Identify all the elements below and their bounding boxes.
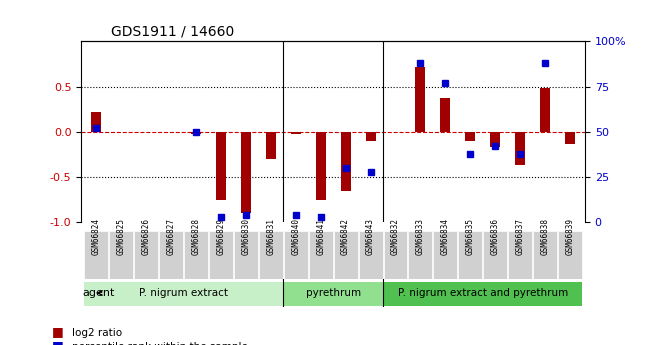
FancyBboxPatch shape [558,231,582,279]
Text: pyrethrum: pyrethrum [306,288,361,298]
Bar [316,132,326,200]
Text: GSM66840: GSM66840 [291,218,300,255]
Bar [216,132,226,200]
Text: GSM66825: GSM66825 [116,218,125,255]
Text: GSM66829: GSM66829 [216,218,226,255]
FancyBboxPatch shape [333,231,358,279]
Text: GSM66834: GSM66834 [441,218,450,255]
FancyBboxPatch shape [84,282,283,306]
Text: GSM66839: GSM66839 [566,218,575,255]
Text: GSM66827: GSM66827 [166,218,176,255]
Bar [266,132,276,159]
Text: GSM66835: GSM66835 [466,218,474,255]
Text: GSM66828: GSM66828 [192,218,200,255]
FancyBboxPatch shape [384,282,582,306]
Bar [241,132,251,213]
FancyBboxPatch shape [134,231,158,279]
Text: agent: agent [83,288,115,298]
Text: GSM66838: GSM66838 [541,218,550,255]
FancyBboxPatch shape [483,231,507,279]
Bar [365,132,376,141]
Text: GSM66832: GSM66832 [391,218,400,255]
FancyBboxPatch shape [458,231,482,279]
FancyBboxPatch shape [434,231,458,279]
FancyBboxPatch shape [184,231,208,279]
Bar [540,88,550,132]
Text: ■: ■ [52,339,64,345]
FancyBboxPatch shape [533,231,557,279]
FancyBboxPatch shape [508,231,532,279]
Bar [341,132,350,191]
Text: percentile rank within the sample: percentile rank within the sample [72,342,248,345]
Text: GSM66843: GSM66843 [366,218,375,255]
FancyBboxPatch shape [309,231,333,279]
Text: GSM66824: GSM66824 [92,218,101,255]
Text: P. nigrum extract: P. nigrum extract [139,288,228,298]
Bar [291,132,301,134]
Text: GSM66830: GSM66830 [241,218,250,255]
FancyBboxPatch shape [359,231,382,279]
Bar [515,132,525,165]
Text: GDS1911 / 14660: GDS1911 / 14660 [112,25,235,39]
FancyBboxPatch shape [234,231,258,279]
Bar [415,67,425,132]
Bar [465,132,475,141]
Bar [91,112,101,132]
FancyBboxPatch shape [384,231,408,279]
FancyBboxPatch shape [109,231,133,279]
Text: P. nigrum extract and pyrethrum: P. nigrum extract and pyrethrum [398,288,568,298]
Text: GSM66831: GSM66831 [266,218,276,255]
Bar [440,98,450,132]
Text: GSM66842: GSM66842 [341,218,350,255]
Bar [565,132,575,144]
Text: GSM66841: GSM66841 [316,218,325,255]
Text: GSM66836: GSM66836 [491,218,500,255]
Text: GSM66837: GSM66837 [515,218,525,255]
FancyBboxPatch shape [259,231,283,279]
FancyBboxPatch shape [209,231,233,279]
Bar [490,132,501,147]
Text: GSM66826: GSM66826 [142,218,151,255]
Text: ■: ■ [52,325,64,338]
Text: log2 ratio: log2 ratio [72,328,122,338]
Bar [191,132,201,134]
FancyBboxPatch shape [159,231,183,279]
FancyBboxPatch shape [284,282,382,306]
FancyBboxPatch shape [284,231,307,279]
Text: GSM66833: GSM66833 [416,218,425,255]
FancyBboxPatch shape [84,231,108,279]
FancyBboxPatch shape [408,231,432,279]
